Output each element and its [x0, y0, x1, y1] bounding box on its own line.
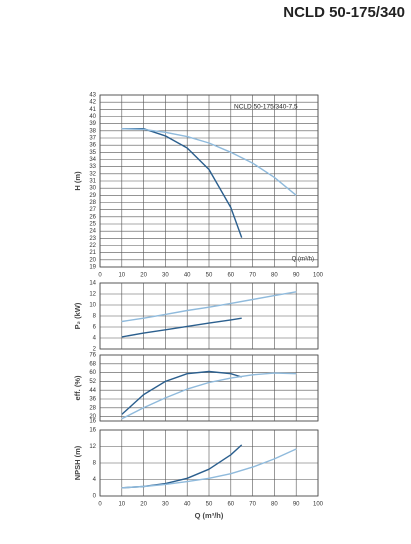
- x-tick-label: 0: [98, 502, 102, 508]
- x-tick-label: 100: [313, 502, 324, 508]
- y-tick-label: 0: [93, 494, 97, 500]
- y-tick-label: 14: [89, 281, 96, 287]
- series-line: [121, 128, 297, 196]
- y-tick-label: 52: [89, 379, 96, 385]
- series-line: [121, 448, 297, 489]
- x-tick-label: 90: [293, 273, 300, 279]
- y-tick-label: 21: [89, 250, 96, 256]
- x-tick-label: 20: [140, 502, 147, 508]
- annotation: NCLD 50-175/340-7,5: [234, 104, 298, 111]
- y-tick-label: 6: [93, 325, 97, 331]
- x-tick-label: 100: [313, 273, 324, 279]
- y-tick-label: 20: [89, 257, 96, 263]
- y-tick-label: 28: [89, 200, 96, 206]
- y-tick-label: 23: [89, 236, 96, 242]
- x-tick-label: 80: [271, 502, 278, 508]
- y-tick-label: 29: [89, 193, 96, 199]
- y-tick-label: 12: [89, 292, 96, 298]
- y-tick-label: 40: [89, 114, 96, 120]
- x-axis-title: Q (m³/h): [195, 511, 224, 520]
- x-tick-label: 70: [249, 502, 256, 508]
- y-tick-label: 35: [89, 150, 96, 156]
- y-tick-label: 25: [89, 222, 96, 228]
- y-tick-label: 36: [89, 143, 96, 149]
- x-tick-label: 40: [184, 273, 191, 279]
- series-line: [121, 291, 297, 323]
- x-tick-label: 20: [140, 273, 147, 279]
- x-axis-title: Q (m³/h): [292, 257, 314, 263]
- y-tick-label: 44: [89, 388, 96, 394]
- y-tick-label: 37: [89, 136, 96, 142]
- x-tick-label: 30: [162, 502, 169, 508]
- y-tick-label: 8: [93, 461, 97, 467]
- y-tick-label: 41: [89, 107, 96, 113]
- y-tick-label: 38: [89, 128, 96, 134]
- y-axis-title: P₂ (kW): [73, 302, 82, 329]
- y-tick-label: 4: [93, 477, 97, 483]
- y-tick-label: 24: [89, 229, 96, 235]
- y-tick-label: 33: [89, 164, 96, 170]
- y-tick-label: 68: [89, 361, 96, 367]
- y-tick-label: 16: [89, 419, 96, 425]
- x-tick-label: 60: [227, 273, 234, 279]
- y-tick-label: 26: [89, 214, 96, 220]
- series-line: [121, 317, 242, 338]
- y-tick-label: 28: [89, 405, 96, 411]
- y-tick-label: 34: [89, 157, 96, 163]
- series-line: [121, 372, 297, 420]
- y-tick-label: 43: [89, 93, 96, 99]
- y-tick-label: 12: [89, 444, 96, 450]
- y-tick-label: 19: [89, 265, 96, 271]
- y-tick-label: 4: [93, 336, 97, 342]
- y-tick-label: 31: [89, 179, 96, 185]
- x-tick-label: 10: [118, 273, 125, 279]
- x-tick-label: 80: [271, 273, 278, 279]
- y-tick-label: 16: [89, 428, 96, 434]
- y-tick-label: 60: [89, 370, 96, 376]
- y-tick-label: 76: [89, 353, 96, 359]
- x-tick-label: 90: [293, 502, 300, 508]
- x-tick-label: 60: [227, 502, 234, 508]
- y-tick-label: 8: [93, 314, 97, 320]
- x-tick-label: 70: [249, 273, 256, 279]
- y-tick-label: 32: [89, 171, 96, 177]
- x-tick-label: 40: [184, 502, 191, 508]
- y-axis-title: eff. (%): [73, 375, 82, 401]
- page-title: NCLD 50-175/340: [283, 4, 405, 21]
- y-tick-label: 10: [89, 303, 96, 309]
- x-tick-label: 50: [206, 273, 213, 279]
- y-tick-label: 42: [89, 100, 96, 106]
- y-tick-label: 22: [89, 243, 96, 249]
- x-tick-label: 0: [98, 273, 102, 279]
- y-tick-label: 30: [89, 186, 96, 192]
- y-axis-title: NPSH (m): [73, 445, 82, 480]
- y-axis-title: H (m): [73, 171, 82, 191]
- series-line: [121, 370, 242, 415]
- y-tick-label: 20: [89, 414, 96, 420]
- y-tick-label: 2: [93, 347, 97, 353]
- y-tick-label: 39: [89, 121, 96, 127]
- x-tick-label: 50: [206, 502, 213, 508]
- y-tick-label: 36: [89, 397, 96, 403]
- x-tick-label: 10: [118, 502, 125, 508]
- x-tick-label: 30: [162, 273, 169, 279]
- y-tick-label: 27: [89, 207, 96, 213]
